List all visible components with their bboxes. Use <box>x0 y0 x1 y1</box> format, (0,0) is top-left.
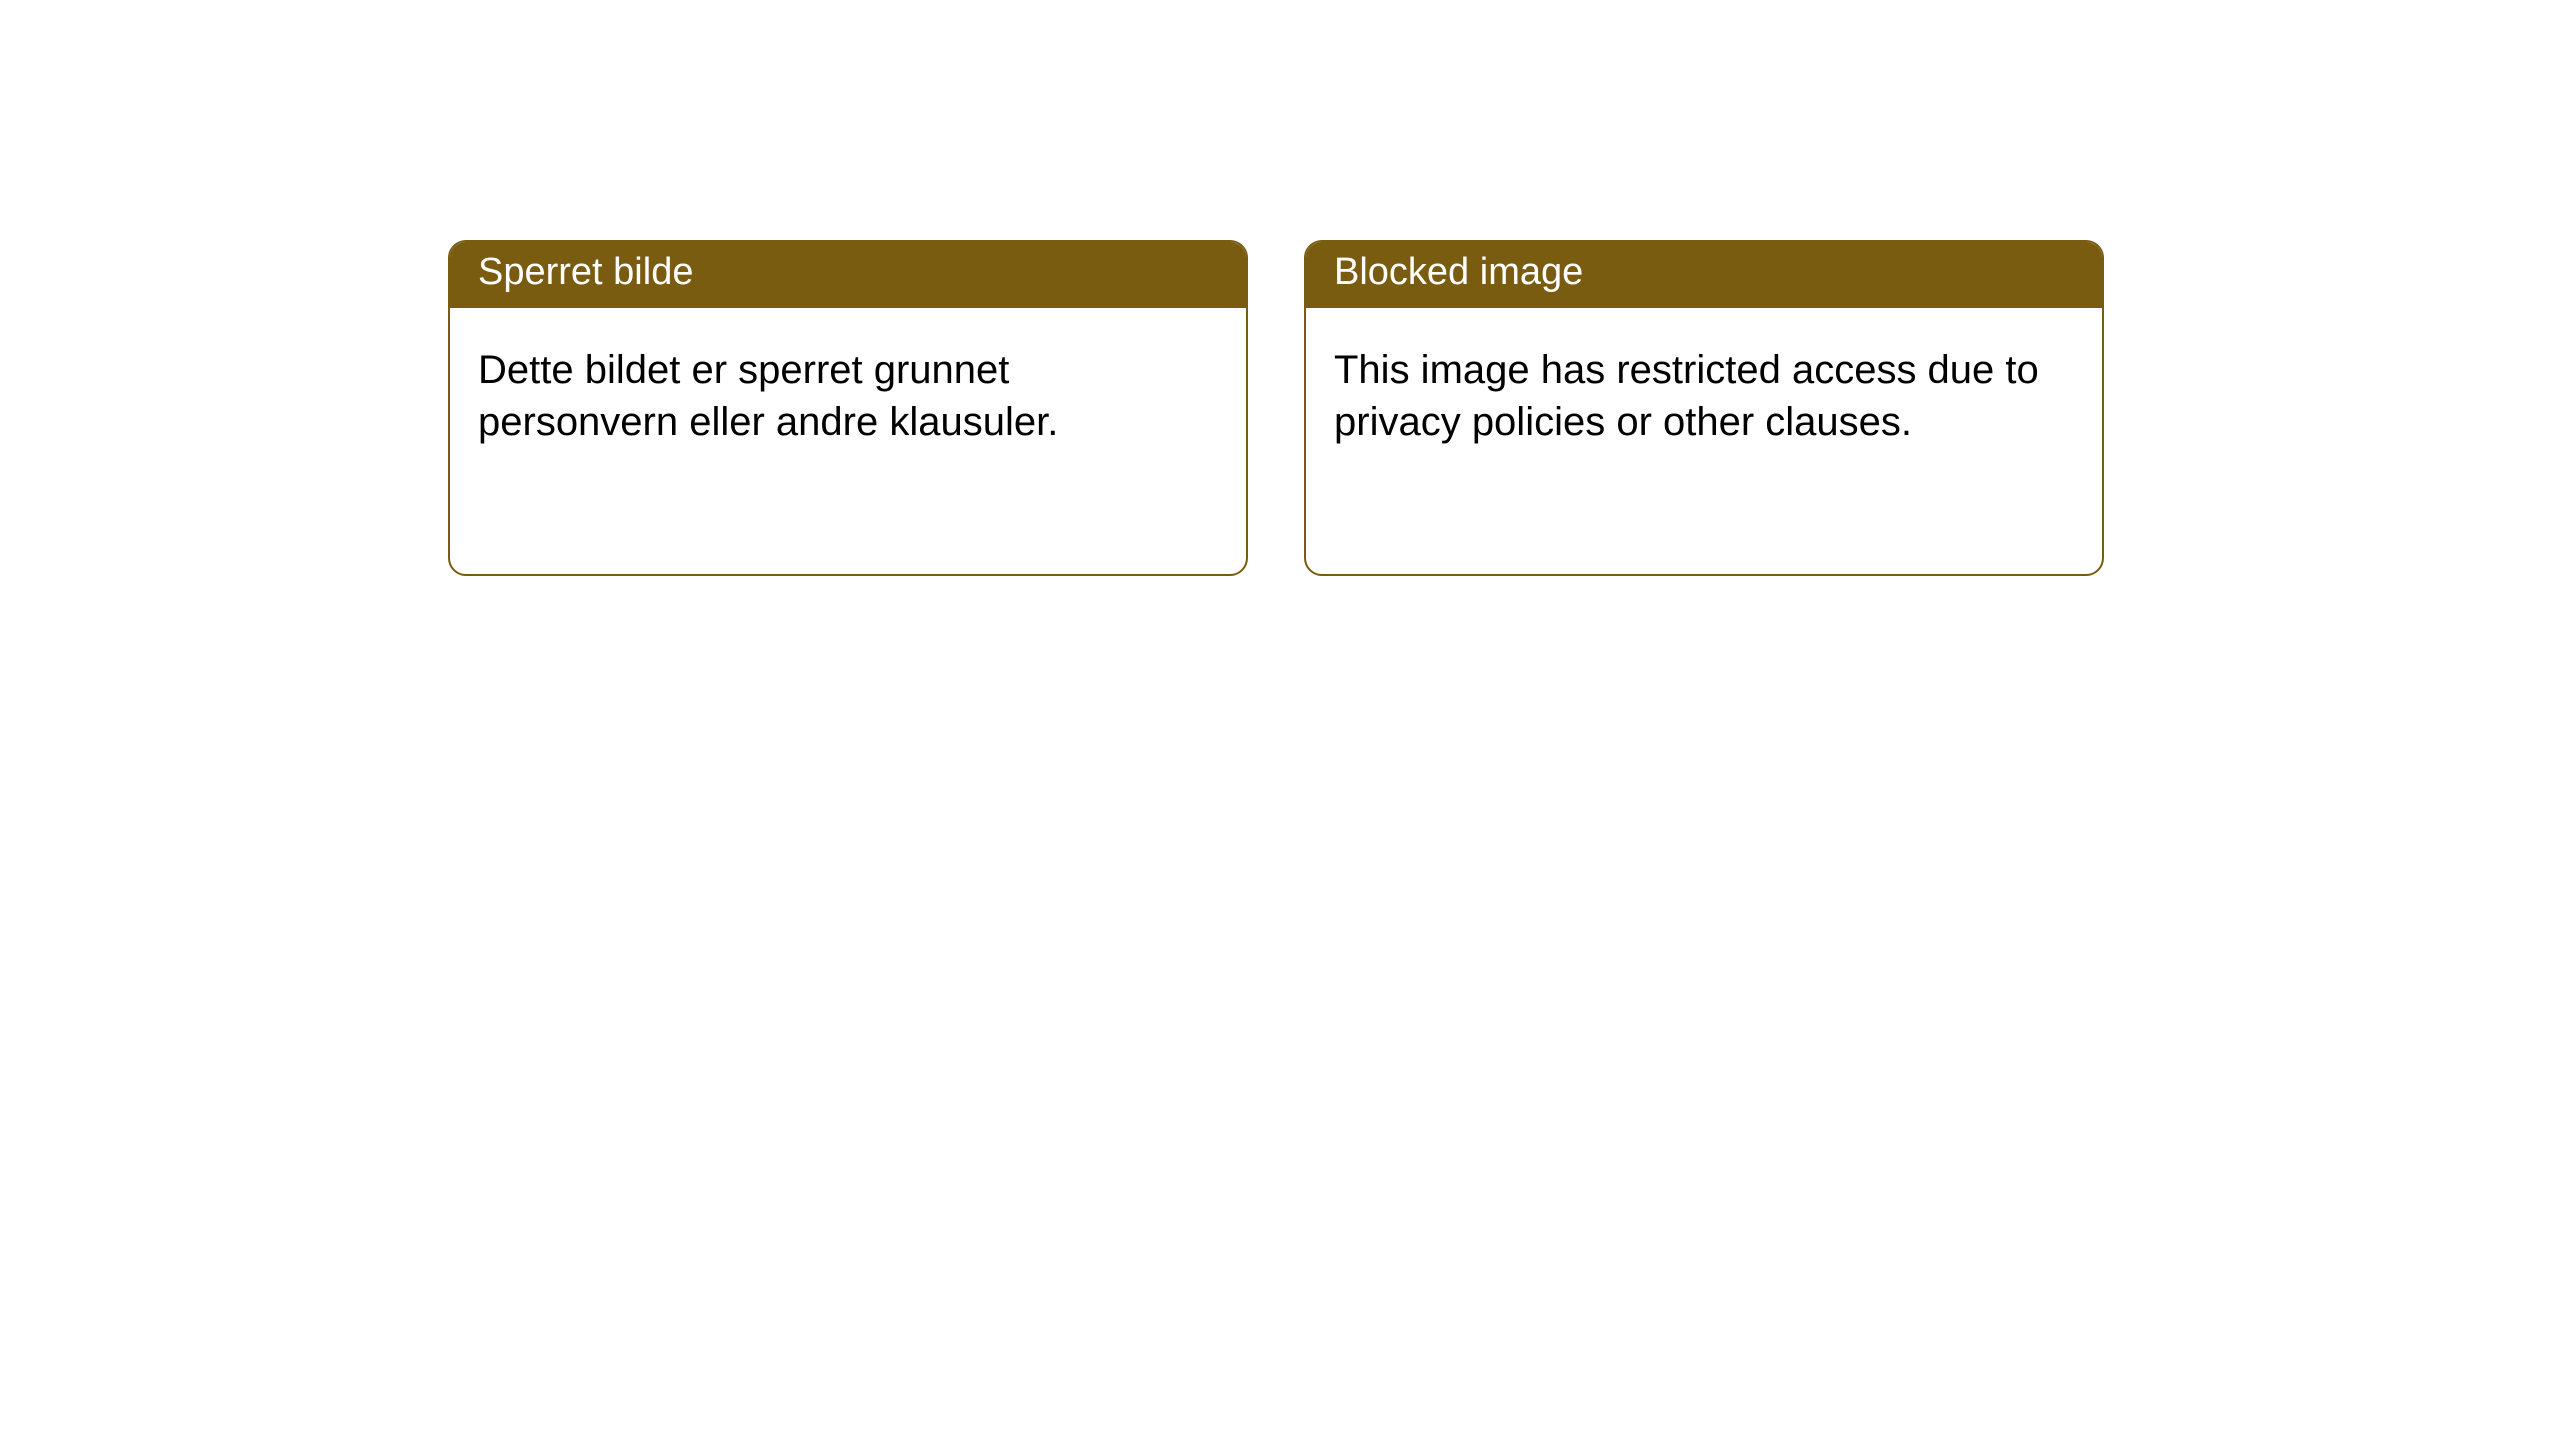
notice-body-english: This image has restricted access due to … <box>1306 308 2102 484</box>
notice-container: Sperret bilde Dette bildet er sperret gr… <box>0 0 2560 576</box>
notice-header-english: Blocked image <box>1306 242 2102 308</box>
notice-body-norwegian: Dette bildet er sperret grunnet personve… <box>450 308 1246 484</box>
notice-card-norwegian: Sperret bilde Dette bildet er sperret gr… <box>448 240 1248 576</box>
notice-header-norwegian: Sperret bilde <box>450 242 1246 308</box>
notice-card-english: Blocked image This image has restricted … <box>1304 240 2104 576</box>
